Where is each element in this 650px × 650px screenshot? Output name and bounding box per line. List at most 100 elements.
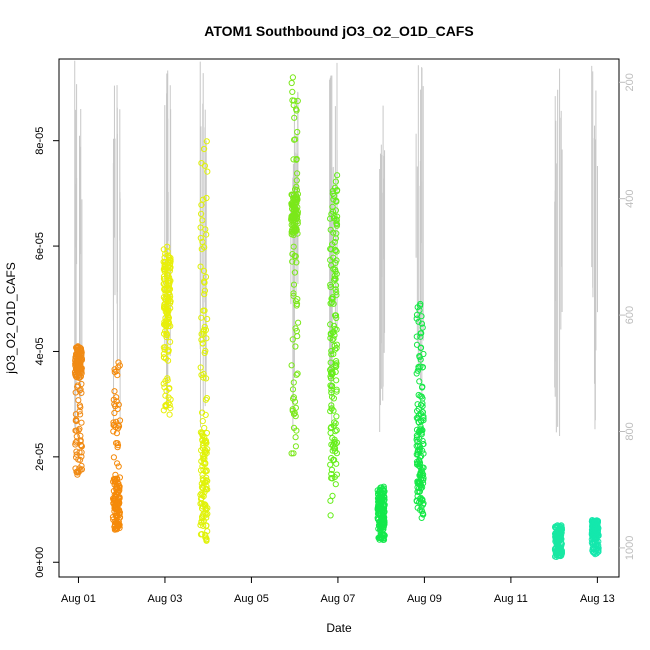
data-point [330, 196, 337, 203]
data-point [292, 343, 299, 350]
data-point [200, 510, 207, 518]
x-tick-label: Aug 09 [407, 593, 442, 605]
data-point [160, 273, 168, 280]
data-point [292, 434, 299, 441]
data-point [78, 449, 85, 456]
data-point [419, 324, 426, 331]
y-tick-label: 8e-05 [34, 127, 46, 155]
data-point [162, 344, 169, 351]
data-point [327, 408, 334, 415]
data-point [291, 216, 298, 223]
data-point [420, 441, 427, 448]
data-point [73, 433, 80, 440]
data-point [331, 184, 339, 191]
data-point [203, 522, 210, 529]
data-point [288, 221, 295, 228]
data-point [558, 529, 565, 537]
data-point [416, 411, 423, 418]
data-point [110, 428, 117, 435]
data-point [113, 509, 120, 517]
data-point [330, 300, 337, 307]
data-point [160, 330, 168, 337]
data-point [416, 457, 423, 464]
data-point [113, 430, 121, 437]
y-right-tick-label: 600 [624, 306, 636, 324]
data-point [595, 548, 602, 555]
x-axis: Aug 01 Aug 03 Aug 05 Aug 07 Aug 09 Aug 11 Aug … [61, 576, 615, 605]
data-point [202, 460, 209, 467]
data-point [377, 495, 385, 502]
data-point [202, 505, 209, 512]
data-point [327, 284, 334, 291]
y-axis: 0e+00 2e-05 4e-05 6e-05 8e-05 [34, 127, 59, 578]
data-point [112, 476, 119, 483]
data-point [419, 427, 426, 434]
data-point [589, 517, 596, 524]
data-point [199, 471, 206, 478]
x-axis-label: Date [326, 621, 352, 635]
data-point [161, 305, 168, 312]
data-point [289, 258, 296, 265]
data-point [197, 224, 204, 231]
data-point [381, 532, 388, 539]
data-point [289, 74, 296, 81]
data-point [200, 370, 207, 377]
data-point [202, 502, 209, 509]
y-right-tick-label: 800 [624, 422, 636, 440]
data-point [327, 497, 334, 504]
data-point [381, 493, 388, 501]
data-point [592, 531, 599, 538]
data-point [290, 424, 298, 431]
data-point [291, 269, 298, 276]
data-point [162, 377, 169, 384]
data-point [202, 326, 209, 334]
data-point [555, 549, 562, 557]
data-point [201, 287, 208, 294]
data-point [333, 427, 340, 434]
data-point [418, 431, 425, 438]
data-point [78, 462, 85, 469]
data-point [331, 346, 339, 353]
data-point [329, 475, 336, 482]
data-point [333, 187, 341, 194]
data-point [167, 323, 174, 330]
data-point [77, 386, 84, 393]
data-point [327, 359, 334, 366]
data-point [166, 411, 173, 418]
data-point [289, 386, 297, 393]
data-point [333, 221, 341, 228]
data-point [201, 279, 208, 286]
y-right-tick-label: 400 [624, 190, 636, 208]
data-point [378, 501, 385, 508]
data-point [332, 178, 339, 185]
data-point [415, 418, 422, 426]
data-point [78, 348, 85, 355]
data-point [418, 393, 425, 400]
data-point [198, 160, 205, 167]
data-point [201, 291, 208, 298]
data-point [328, 295, 335, 302]
data-point [73, 364, 80, 371]
data-point [197, 364, 204, 371]
y-tick-label: 6e-05 [34, 232, 46, 260]
data-point [77, 411, 84, 418]
data-point [290, 379, 297, 386]
data-point [416, 378, 423, 385]
data-point [288, 231, 295, 238]
data-point [417, 471, 424, 478]
data-point [331, 275, 338, 282]
data-point [380, 512, 387, 519]
data-point [294, 170, 301, 177]
data-point [116, 362, 123, 369]
data-point [329, 336, 336, 344]
data-point [75, 374, 83, 381]
data-point [291, 114, 298, 121]
data-point [111, 366, 118, 373]
data-point [162, 319, 170, 327]
data-point [201, 145, 208, 153]
data-point [112, 478, 119, 485]
data-point [592, 539, 599, 547]
data-point [201, 349, 208, 357]
x-tick-label: Aug 11 [494, 593, 528, 605]
